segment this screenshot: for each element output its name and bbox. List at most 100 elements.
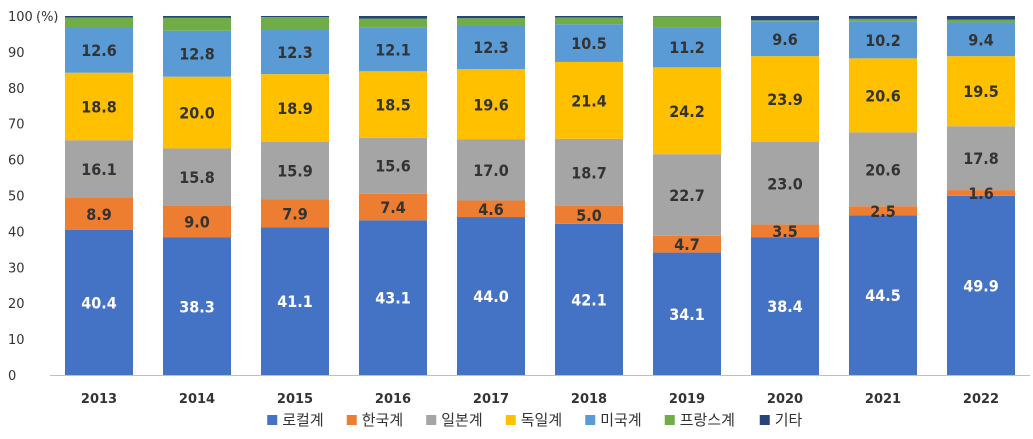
bar-segment xyxy=(555,138,623,206)
y-tick-label: 0 xyxy=(8,369,16,384)
bar-segment xyxy=(947,56,1015,127)
bar-segment xyxy=(653,252,721,375)
data-label: 24.2 xyxy=(669,102,705,121)
data-label: 12.1 xyxy=(375,41,411,60)
bar-segment xyxy=(947,16,1015,20)
bar-segment xyxy=(163,205,231,238)
bar-segment xyxy=(751,56,819,143)
x-tick-label: 2017 xyxy=(473,392,509,407)
y-tick-label: 70 xyxy=(8,118,25,133)
legend-swatch xyxy=(759,415,770,425)
bar-segment xyxy=(261,17,329,31)
bar-segment xyxy=(653,154,721,236)
bar-segment xyxy=(555,223,623,375)
y-tick-label: 90 xyxy=(8,46,25,61)
bar-segment xyxy=(359,137,427,194)
bar-segment xyxy=(849,16,917,19)
x-tick-label: 2013 xyxy=(81,392,117,407)
legend-swatch xyxy=(426,415,437,425)
bar-segment xyxy=(65,72,133,141)
data-label: 18.5 xyxy=(375,95,411,114)
y-unit-label: (%) xyxy=(36,10,59,25)
bar-segment xyxy=(555,24,623,62)
y-tick-label: 30 xyxy=(8,261,25,276)
bar-segment xyxy=(653,235,721,253)
bar-segment xyxy=(359,71,427,138)
y-tick-label: 50 xyxy=(8,190,25,205)
data-label: 44.0 xyxy=(473,287,509,306)
x-tick-label: 2022 xyxy=(963,392,999,407)
bar-segment xyxy=(457,217,525,375)
data-label: 20.0 xyxy=(179,104,215,123)
legend: 로컬계 한국계 일본계 독일계 미국계 프랑스계 기타 xyxy=(267,411,803,429)
data-label: 9.0 xyxy=(184,212,210,231)
bar-segment xyxy=(947,190,1015,196)
bar-segment xyxy=(555,61,623,139)
legend-swatch xyxy=(585,415,596,425)
bar-segment xyxy=(65,229,133,375)
bar-segment xyxy=(65,16,133,18)
x-axis: 2013 2014 2015 2016 2017 2018 2019 2020 2021 2022 xyxy=(50,375,1030,407)
y-tick-label: 60 xyxy=(8,154,25,169)
bar-segment xyxy=(163,17,231,31)
data-label: 18.7 xyxy=(571,163,607,182)
bar-segment xyxy=(65,198,133,230)
data-label: 3.5 xyxy=(772,222,798,241)
bar-segment xyxy=(849,21,917,59)
data-labels: 40.4 8.9 16.1 18.8 12.6 38.3 9.0 15.8 20.0 12.8 41… xyxy=(81,30,999,324)
bar-segment xyxy=(751,142,819,225)
data-label: 1.6 xyxy=(968,184,994,203)
data-label: 23.9 xyxy=(767,90,803,109)
legend-swatch xyxy=(267,415,278,425)
data-label: 18.9 xyxy=(277,99,313,118)
data-label: 9.4 xyxy=(968,30,994,49)
data-label: 15.8 xyxy=(179,168,215,187)
data-label: 21.4 xyxy=(571,91,607,110)
bar-segment xyxy=(261,227,329,375)
x-tick-label: 2014 xyxy=(179,392,215,407)
bar-segment xyxy=(65,140,133,199)
bar-segment xyxy=(65,27,133,73)
bar-segment xyxy=(849,18,917,22)
data-label: 11.2 xyxy=(669,38,705,57)
bar-segment xyxy=(751,21,819,57)
data-label: 19.6 xyxy=(473,95,509,114)
data-label: 15.9 xyxy=(277,162,313,181)
bar-segment xyxy=(751,20,819,22)
data-label: 12.6 xyxy=(81,41,117,60)
data-label: 9.6 xyxy=(772,30,798,49)
data-label: 10.2 xyxy=(865,31,901,50)
bar-segment xyxy=(653,16,721,28)
bar-segment xyxy=(555,17,623,25)
legend-label: 기타 xyxy=(775,411,803,429)
bar-segment xyxy=(457,69,525,140)
x-tick-label: 2021 xyxy=(865,392,901,407)
data-label: 20.6 xyxy=(865,160,901,179)
data-label: 22.7 xyxy=(669,186,705,205)
data-label: 12.8 xyxy=(179,45,215,64)
bar-segment xyxy=(261,199,329,228)
bar-stacks xyxy=(65,16,1015,375)
legend-label: 프랑스계 xyxy=(680,411,735,429)
y-tick-label: 10 xyxy=(8,333,25,348)
data-label: 23.0 xyxy=(767,174,803,193)
bar-segment xyxy=(947,195,1015,375)
legend-label: 일본계 xyxy=(441,411,482,429)
data-label: 16.1 xyxy=(81,160,117,179)
legend-swatch xyxy=(505,415,516,425)
bar-segment xyxy=(849,215,917,375)
data-label: 17.8 xyxy=(963,149,999,168)
bar-segment xyxy=(359,18,427,28)
y-axis: 0 10 20 30 40 50 60 70 80 90 100 (%) xyxy=(8,10,59,384)
bar-segment xyxy=(359,27,427,72)
data-label: 7.9 xyxy=(282,204,308,223)
data-label: 8.9 xyxy=(86,205,112,224)
bar-segment xyxy=(65,17,133,28)
data-label: 7.4 xyxy=(380,198,406,217)
legend-label: 로컬계 xyxy=(282,411,323,429)
x-tick-label: 2015 xyxy=(277,392,313,407)
bar-segment xyxy=(751,16,819,21)
data-label: 42.1 xyxy=(571,290,607,309)
bar-segment xyxy=(947,126,1015,191)
